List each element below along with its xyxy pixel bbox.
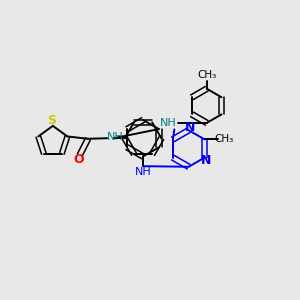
Text: N: N <box>201 154 211 167</box>
Text: CH₃: CH₃ <box>197 70 216 80</box>
Text: NH: NH <box>107 132 124 142</box>
Text: NH: NH <box>160 118 176 128</box>
Text: O: O <box>73 153 84 166</box>
Text: S: S <box>47 114 56 127</box>
Text: CH₃: CH₃ <box>214 134 233 144</box>
Text: NH: NH <box>135 167 152 177</box>
Text: N: N <box>185 121 196 134</box>
